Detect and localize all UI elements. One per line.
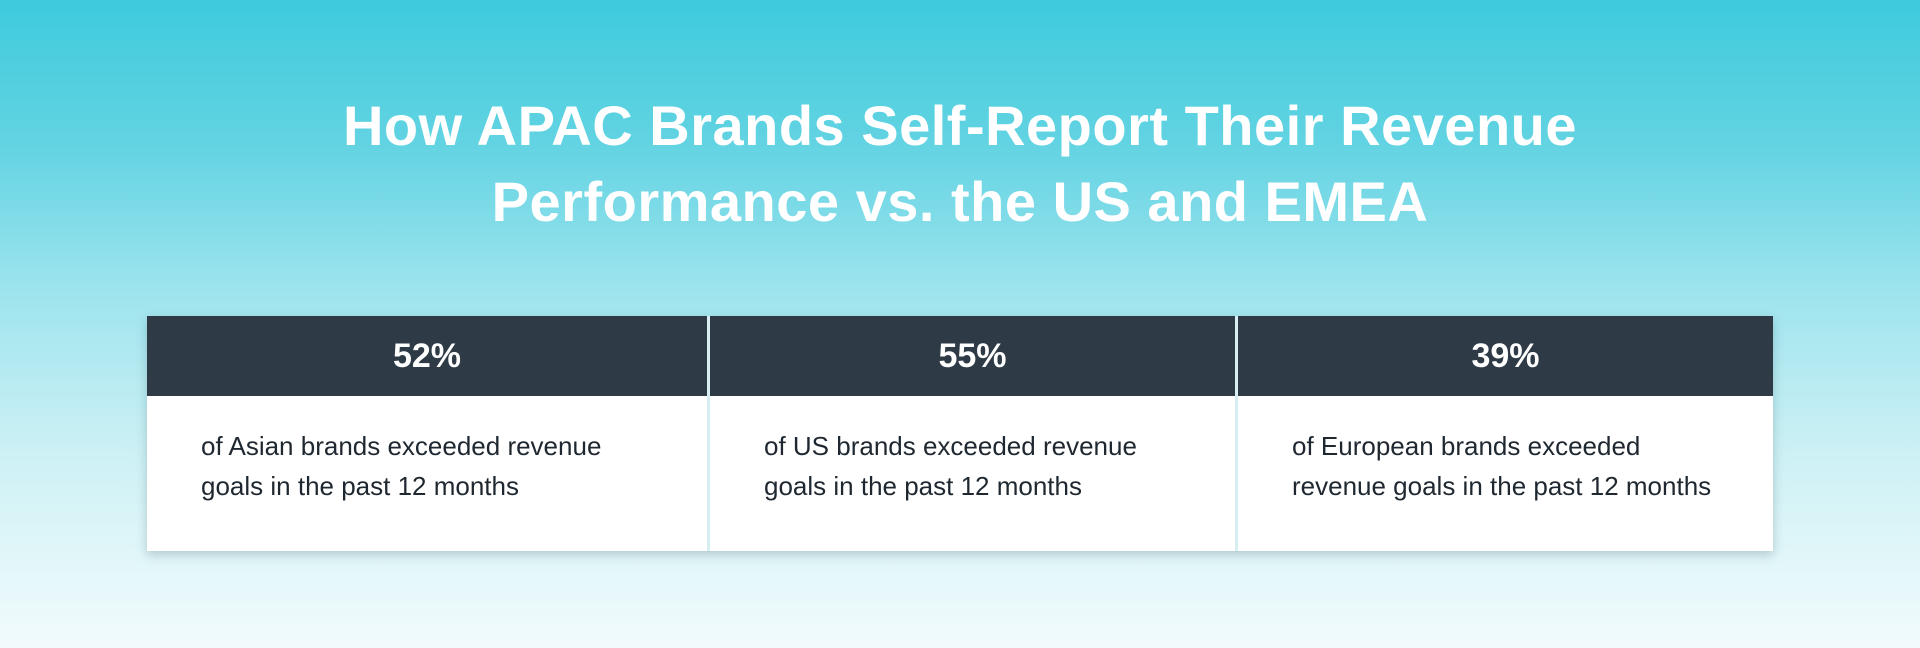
- stat-description-line: revenue goals in the past 12 months: [1292, 471, 1712, 501]
- stats-table: 52% of Asian brands exceeded revenue goa…: [147, 316, 1773, 551]
- title-line-2: Performance vs. the US and EMEA: [491, 170, 1429, 233]
- stat-description: of European brands exceeded revenue goal…: [1238, 396, 1773, 551]
- page-title: How APAC Brands Self-Report Their Revenu…: [0, 88, 1920, 240]
- stat-value: 52%: [147, 316, 707, 396]
- stat-card-europe: 39% of European brands exceeded revenue …: [1235, 316, 1773, 551]
- stat-card-asia: 52% of Asian brands exceeded revenue goa…: [147, 316, 707, 551]
- stat-description-line: goals in the past 12 months: [201, 471, 519, 501]
- stat-description: of US brands exceeded revenue goals in t…: [710, 396, 1235, 551]
- stat-description-line: of Asian brands exceeded revenue: [201, 431, 602, 461]
- stat-card-us: 55% of US brands exceeded revenue goals …: [707, 316, 1235, 551]
- stat-value: 55%: [710, 316, 1235, 396]
- stat-description-line: goals in the past 12 months: [764, 471, 1082, 501]
- stat-description: of Asian brands exceeded revenue goals i…: [147, 396, 707, 551]
- title-line-1: How APAC Brands Self-Report Their Revenu…: [342, 94, 1577, 157]
- stat-description-line: of US brands exceeded revenue: [764, 431, 1137, 461]
- stat-value: 39%: [1238, 316, 1773, 396]
- stat-description-line: of European brands exceeded: [1292, 431, 1641, 461]
